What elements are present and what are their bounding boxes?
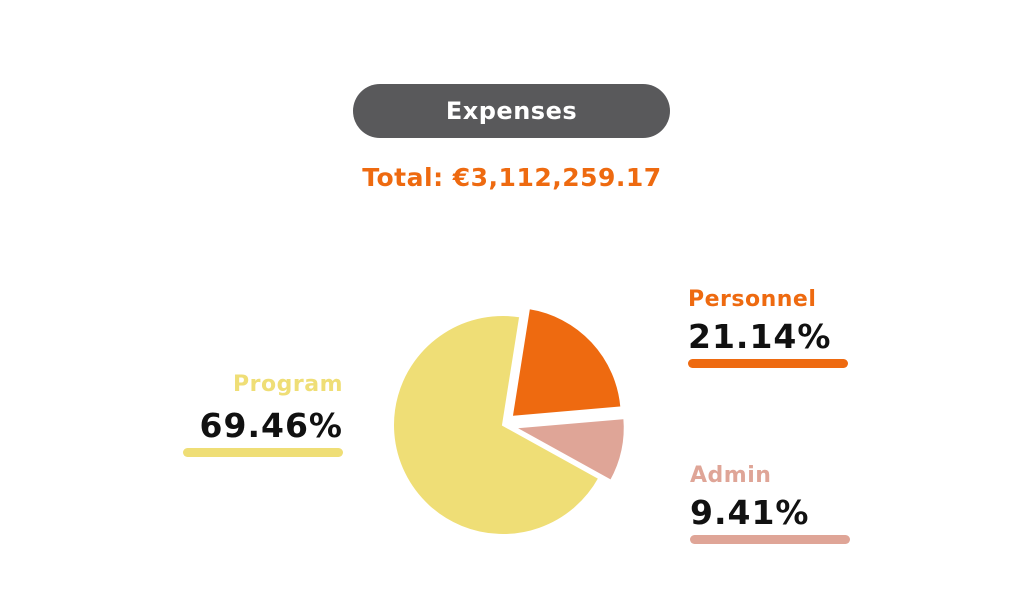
legend-label-admin: Admin 9.41% (690, 463, 850, 544)
total-amount: Total: €3,112,259.17 (362, 163, 662, 192)
chart-title: Expenses (353, 84, 670, 138)
slice-percent-personnel: 21.14% (688, 317, 832, 356)
slice-underline-program (183, 448, 343, 457)
slice-underline-personnel (688, 359, 848, 368)
slice-percent-program: 69.46% (199, 406, 343, 445)
pie-slice-program (392, 314, 601, 536)
slice-name-program: Program (233, 372, 343, 397)
slice-name-personnel: Personnel (688, 287, 817, 312)
slice-percent-admin: 9.41% (690, 493, 810, 532)
pie-slice-admin (511, 417, 626, 483)
pie-slice-personnel (510, 307, 623, 418)
slice-underline-admin (690, 535, 850, 544)
slice-name-admin: Admin (690, 463, 772, 488)
legend-label-program: Program 69.46% (183, 372, 343, 457)
legend-label-personnel: Personnel 21.14% (688, 287, 848, 368)
